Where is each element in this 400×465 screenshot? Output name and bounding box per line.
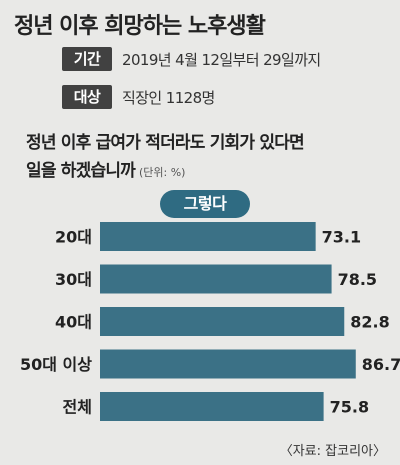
info-period-tag: 기간 <box>62 47 112 71</box>
category-label: 전체 <box>63 398 92 417</box>
category-label: 40대 <box>55 313 92 332</box>
unit-label: (단위: %) <box>139 166 186 179</box>
value-label: 86.7 <box>362 355 400 374</box>
bar <box>100 392 324 421</box>
bar <box>100 222 316 251</box>
bar <box>100 349 356 379</box>
question-line-2-text: 일을 하겠습니까 <box>26 161 136 181</box>
value-label: 82.8 <box>350 313 389 332</box>
value-label: 78.5 <box>338 270 377 289</box>
info-period-row: 기간 2019년 4월 12일부터 29일까지 <box>62 46 321 72</box>
question-line-2: 일을 하겠습니까 (단위: %) <box>26 156 185 181</box>
value-label: 75.8 <box>330 398 369 417</box>
bar <box>100 307 345 336</box>
bar-chart: 20대 73.1 30대 78.5 40대 82.8 50대 이상 86.7 전체 75.8 <box>20 222 400 421</box>
bar <box>100 264 332 294</box>
value-label: 73.1 <box>322 228 361 247</box>
page-title: 정년 이후 희망하는 노후생활 <box>14 14 266 39</box>
legend-item-yes: 그렇다 <box>160 190 250 218</box>
info-target-tag: 대상 <box>62 85 112 109</box>
info-target-row: 대상 직장인 1128명 <box>62 84 215 110</box>
category-label: 20대 <box>55 228 92 247</box>
category-label: 30대 <box>55 270 92 289</box>
info-target-text: 직장인 1128명 <box>122 88 215 107</box>
category-label: 50대 이상 <box>20 355 92 374</box>
question-line-1: 정년 이후 급여가 적더라도 기회가 있다면 <box>26 133 305 153</box>
source-label: 〈자료: 잡코리아〉 <box>279 444 386 459</box>
info-period-text: 2019년 4월 12일부터 29일까지 <box>122 50 321 69</box>
